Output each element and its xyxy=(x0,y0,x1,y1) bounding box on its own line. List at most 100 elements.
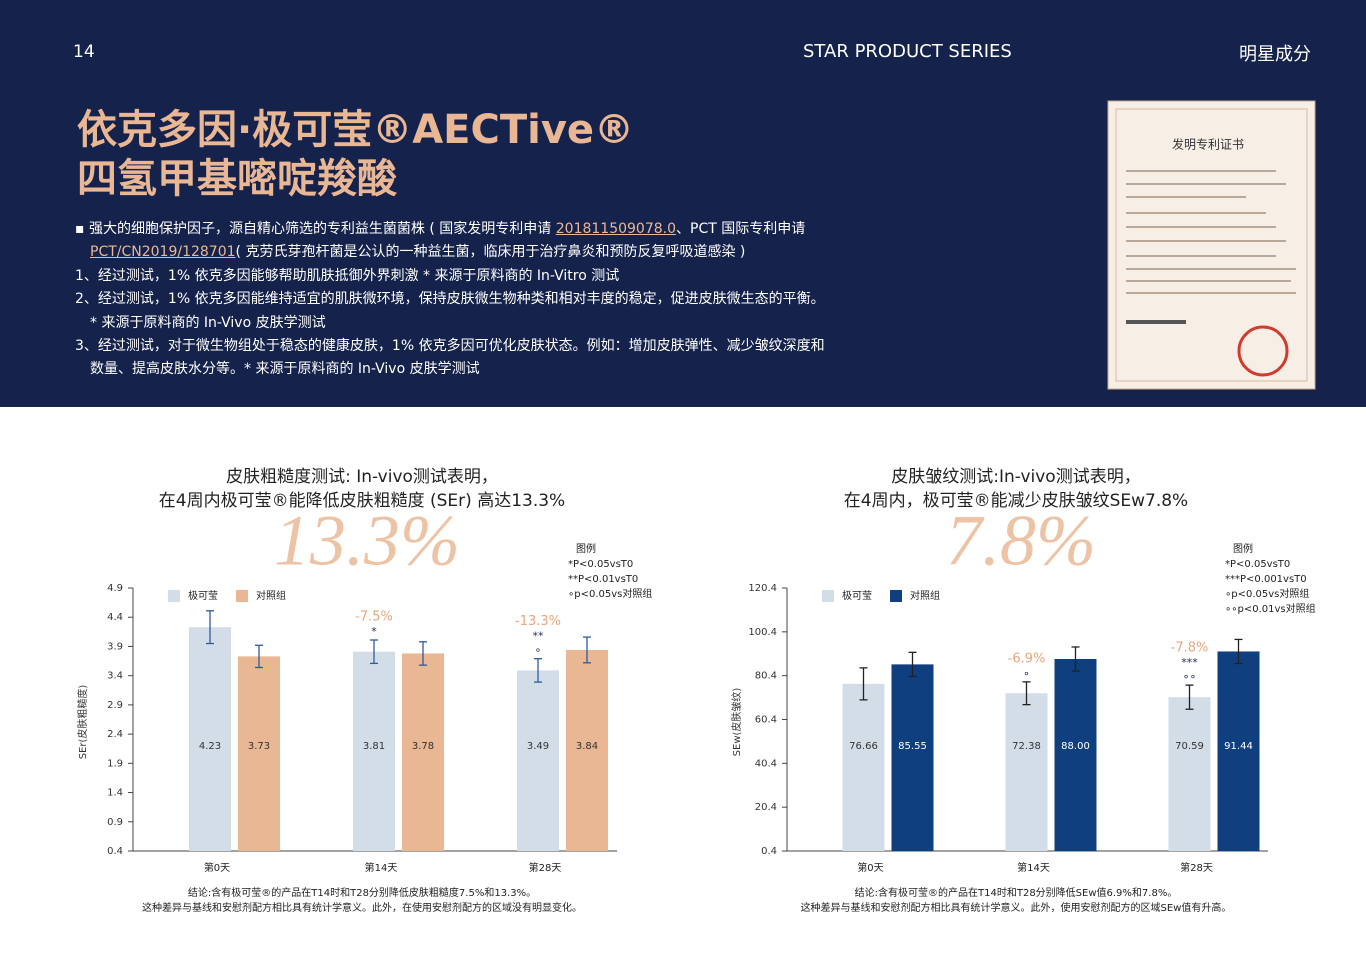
link[interactable]: PCT/CN2019/128701 xyxy=(90,244,236,261)
text: 、PCT 国际专利申请 xyxy=(676,221,806,237)
notes-line: ***P<0.001vsT0 xyxy=(1225,574,1307,585)
x-tick-label: 第0天 xyxy=(857,861,883,874)
item: 1、经过测试，1% 依克多因能够帮助肌肤抵御外界刺激 * 来源于原料商的 In-… xyxy=(75,267,620,284)
bar xyxy=(1217,651,1260,851)
legend-label: 极可莹 xyxy=(188,589,218,602)
legend-swatch xyxy=(822,590,834,602)
legend-label: 极可莹 xyxy=(842,589,872,602)
notes-line: ∘p<0.05vs对照组 xyxy=(568,587,652,600)
main-title: 依克多因·极可莹®AECTive® xyxy=(77,107,635,153)
legend-swatch xyxy=(236,590,248,602)
y-tick-label: 100.4 xyxy=(748,627,777,638)
page-number: 14 xyxy=(73,42,95,62)
certificate-border xyxy=(1115,108,1308,382)
error-bar xyxy=(1022,681,1031,706)
error-bar xyxy=(419,641,427,666)
error-bar xyxy=(908,651,917,678)
y-tick-label: 80.4 xyxy=(755,671,777,682)
bar xyxy=(517,670,559,851)
value-label: 88.00 xyxy=(1061,741,1090,752)
y-axis-label: SEr(皮肤粗糙度) xyxy=(76,685,89,760)
bar xyxy=(1054,659,1097,851)
certificate-seal xyxy=(1237,325,1289,377)
legend-swatch xyxy=(890,590,902,602)
value-label: 3.81 xyxy=(363,741,385,752)
x-tick-label: 第28天 xyxy=(1180,861,1213,874)
bullet: ▪ 强大的细胞保护因子，源自精心筛选的专利益生菌菌株 ( 国家发明专利申请 20… xyxy=(75,218,825,265)
y-tick-label: 4.4 xyxy=(107,612,123,623)
certificate-title: 发明专利证书 xyxy=(1172,137,1244,152)
value-label: 72.38 xyxy=(1012,741,1041,752)
error-bar xyxy=(370,639,378,665)
y-tick-label: 2.4 xyxy=(107,729,123,740)
legend-label: 对照组 xyxy=(910,589,940,602)
bar xyxy=(1168,697,1211,851)
bar xyxy=(238,656,280,851)
significance: * xyxy=(371,625,377,638)
change-label: -6.9% xyxy=(1008,651,1046,666)
error-bar xyxy=(206,610,214,645)
notes-title: 图例 xyxy=(1233,542,1253,555)
y-tick-label: 40.4 xyxy=(755,758,777,769)
bar xyxy=(402,653,444,851)
y-tick-label: 0.9 xyxy=(107,817,123,828)
notes-line: *P<0.05vsT0 xyxy=(1225,559,1290,570)
y-axis-label: SEw(皮肤皱纹) xyxy=(730,688,743,757)
value-label: 3.73 xyxy=(248,741,270,752)
highlight: 7.8% xyxy=(946,501,1096,581)
y-tick-label: 0.4 xyxy=(761,846,777,857)
y-tick-label: 120.4 xyxy=(748,583,777,594)
value-label: 91.44 xyxy=(1224,741,1253,752)
notes-line: *P<0.05vsT0 xyxy=(568,559,633,570)
certificate xyxy=(1107,100,1316,390)
chart-title: 在4周内极可莹®能降低皮肤粗糙度 (SEr) 高达13.3% xyxy=(159,491,565,511)
error-bar xyxy=(1185,684,1194,710)
significance: *** xyxy=(1181,656,1198,669)
bar xyxy=(891,664,934,851)
main-title: 四氢甲基嘧啶羧酸 xyxy=(77,156,397,202)
x-tick-label: 第0天 xyxy=(204,861,230,874)
change-label: -13.3% xyxy=(515,614,561,629)
value-label: 3.84 xyxy=(576,741,598,752)
text: ( 克劳氏芽孢杆菌是公认的一种益生菌，临床用于治疗鼻炎和预防反复呼吸道感染 ) xyxy=(235,244,746,261)
section-label: 明星成分 xyxy=(1239,44,1311,65)
x-tick-label: 第14天 xyxy=(1017,861,1050,874)
link[interactable]: 201811509078.0 xyxy=(555,221,676,237)
y-tick-label: 4.9 xyxy=(107,583,123,594)
error-bar xyxy=(534,658,542,683)
conclusion: 这种差异与基线和安慰剂配方相比具有统计学意义。此外，使用安慰剂配方的区域SEw值… xyxy=(801,901,1232,914)
chart-title: 在4周内，极可莹®能减少皮肤皱纹SEw7.8% xyxy=(844,491,1188,511)
significance: ** xyxy=(533,630,545,643)
notes-title: 图例 xyxy=(576,542,596,555)
chart-title: 皮肤皱纹测试:In-vivo测试表明， xyxy=(891,467,1140,487)
notes-line: ∘p<0.05vs对照组 xyxy=(1225,587,1309,600)
legend-swatch xyxy=(168,590,180,602)
intro: ▪ 强大的细胞保护因子，源自精心筛选的专利益生菌菌株 ( 国家发明专利申请 20… xyxy=(75,218,825,382)
bar xyxy=(1005,693,1048,851)
value-label: 3.78 xyxy=(412,741,434,752)
value-label: 70.59 xyxy=(1175,741,1204,752)
x-tick-label: 第28天 xyxy=(529,861,562,874)
change-label: -7.5% xyxy=(355,610,393,625)
y-tick-label: 60.4 xyxy=(755,715,777,726)
y-tick-label: 1.9 xyxy=(107,758,123,769)
change-label: -7.8% xyxy=(1171,641,1209,656)
error-bar xyxy=(1234,638,1243,665)
bar xyxy=(842,683,885,851)
error-bar xyxy=(859,667,868,701)
error-bar xyxy=(255,644,263,669)
y-tick-label: 1.4 xyxy=(107,788,123,799)
item: 2、经过测试，1% 依克多因能维持适宜的肌肤微环境，保持皮肤微生物种类和相对丰度… xyxy=(75,291,825,331)
significance: ∘∘ xyxy=(1183,670,1197,683)
bar xyxy=(189,627,231,851)
text: ▪ 强大的细胞保护因子，源自精心筛选的专利益生菌菌株 ( 国家发明专利申请 xyxy=(75,221,556,237)
item: 3、经过测试，对于微生物组处于稳态的健康皮肤，1% 依克多因可优化皮肤状态。例如… xyxy=(75,338,825,378)
y-tick-label: 20.4 xyxy=(755,802,777,813)
significance: ∘ xyxy=(1023,667,1030,680)
notes-line: **P<0.01vsT0 xyxy=(568,574,638,585)
value-label: 3.49 xyxy=(527,741,549,752)
error-bar xyxy=(1071,646,1080,672)
y-tick-label: 3.9 xyxy=(107,641,123,652)
